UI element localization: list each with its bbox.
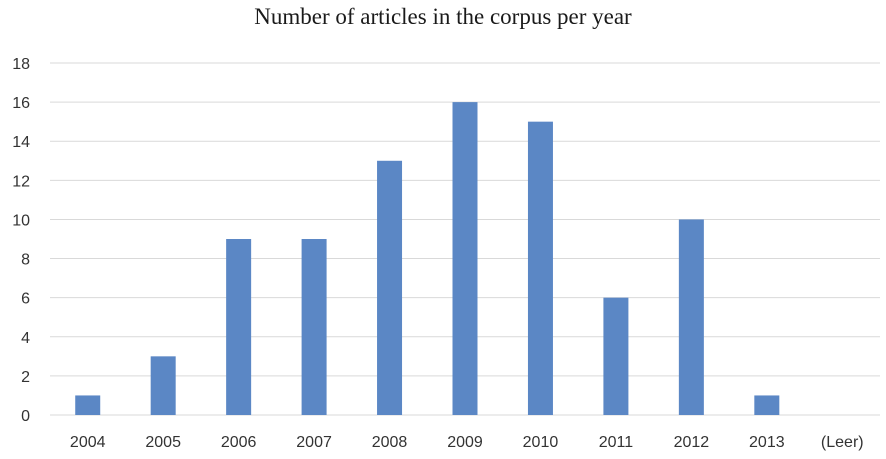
y-tick-label: 8 [21, 252, 30, 269]
x-tick-label: 2004 [70, 434, 106, 451]
chart-title: Number of articles in the corpus per yea… [254, 4, 632, 29]
bar-2008 [377, 160, 403, 415]
y-axis: 0 2 4 6 8 10 12 14 16 18 [12, 56, 30, 425]
y-tick-label: 6 [21, 291, 30, 308]
x-tick-label: 2005 [145, 434, 181, 451]
x-tick-label: 2010 [523, 434, 559, 451]
y-tick-label: 0 [21, 408, 30, 425]
bar-2011 [603, 297, 629, 415]
x-tick-label: 2011 [599, 434, 634, 451]
bar-2012 [678, 219, 704, 415]
x-tick-label: 2007 [296, 434, 332, 451]
bar-2005 [150, 356, 176, 415]
x-tick-label: 2006 [221, 434, 257, 451]
y-tick-label: 18 [12, 56, 30, 73]
y-tick-label: 14 [12, 134, 30, 151]
x-tick-label: 2013 [749, 434, 785, 451]
y-tick-label: 4 [21, 330, 30, 347]
bar-2009 [452, 102, 478, 415]
y-tick-label: 16 [12, 95, 30, 112]
x-tick-label: 2012 [674, 434, 710, 451]
bar-2013 [754, 395, 780, 415]
bar-2010 [527, 121, 553, 416]
y-tick-label: 2 [21, 369, 30, 386]
x-tick-label: 2009 [447, 434, 483, 451]
y-tick-label: 10 [12, 212, 30, 229]
x-axis: 2004 2005 2006 2007 2008 2009 2010 2011 2012 2013… [70, 434, 864, 451]
x-tick-label: (Leer) [821, 434, 864, 451]
bar-2004 [75, 395, 101, 415]
bars [75, 102, 780, 416]
x-tick-label: 2008 [372, 434, 408, 451]
bar-2007 [301, 239, 327, 415]
y-tick-label: 12 [12, 173, 30, 190]
bar-2006 [226, 239, 252, 415]
